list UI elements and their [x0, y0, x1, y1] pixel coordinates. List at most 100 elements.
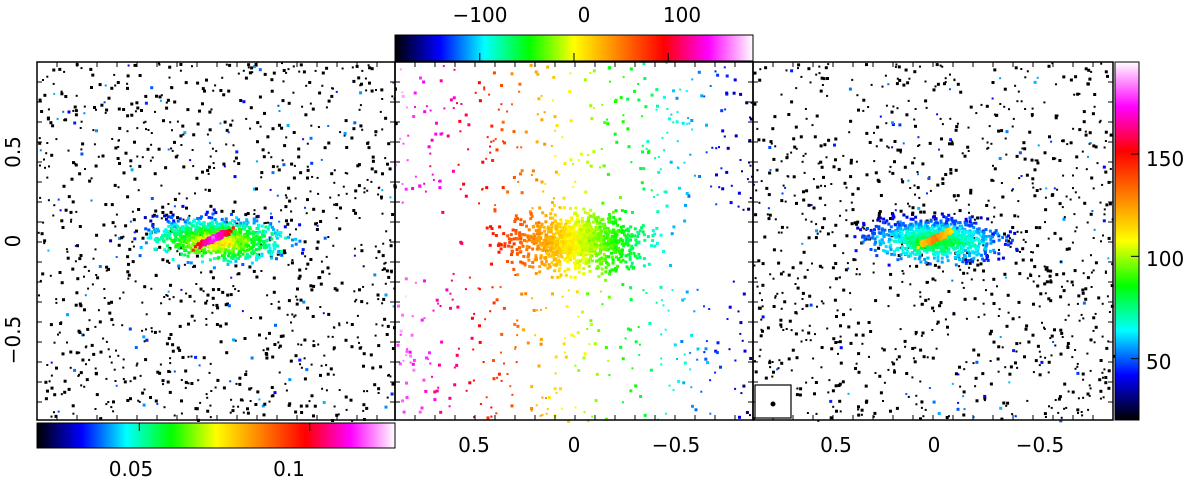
emission-pixel [232, 285, 235, 288]
emission-pixel [161, 211, 165, 214]
emission-pixel [578, 259, 582, 263]
emission-pixel [226, 302, 229, 306]
emission-pixel [492, 71, 496, 75]
emission-pixel [211, 276, 215, 280]
emission-pixel [494, 210, 497, 213]
emission-pixel [166, 98, 170, 102]
emission-pixel [506, 373, 509, 375]
emission-pixel [256, 121, 260, 125]
emission-pixel [485, 226, 489, 230]
emission-pixel [234, 288, 237, 291]
emission-pixel [310, 124, 313, 127]
emission-pixel [268, 246, 272, 250]
emission-pixel [185, 220, 189, 224]
emission-pixel [643, 238, 647, 242]
emission-pixel [358, 288, 361, 292]
emission-pixel [288, 378, 292, 382]
emission-pixel [116, 157, 120, 160]
emission-pixel [131, 210, 134, 213]
emission-pixel [577, 220, 581, 224]
emission-pixel [663, 149, 666, 152]
emission-pixel [158, 245, 162, 249]
emission-pixel [173, 414, 176, 417]
emission-pixel [325, 389, 328, 392]
emission-pixel [225, 230, 229, 234]
emission-pixel [540, 308, 542, 311]
emission-pixel [460, 241, 464, 245]
emission-pixel [634, 384, 638, 388]
emission-pixel [221, 224, 225, 228]
emission-pixel [607, 242, 611, 246]
emission-pixel [246, 256, 250, 260]
emission-pixel [655, 301, 658, 304]
emission-pixel [527, 238, 531, 242]
emission-pixel [138, 254, 142, 258]
emission-pixel [553, 257, 557, 261]
emission-pixel [656, 104, 659, 108]
emission-pixel [109, 239, 113, 243]
emission-pixel [517, 180, 520, 183]
emission-pixel [593, 216, 597, 220]
emission-pixel [449, 306, 452, 310]
emission-pixel [252, 241, 256, 245]
emission-pixel [230, 276, 233, 279]
emission-pixel [509, 233, 513, 237]
emission-pixel [55, 138, 58, 141]
emission-pixel [230, 398, 233, 401]
emission-pixel [179, 69, 182, 72]
emission-pixel [511, 393, 514, 396]
panel-middle-ticks [394, 61, 753, 420]
emission-pixel [602, 252, 606, 256]
emission-pixel [581, 253, 585, 257]
emission-pixel [75, 210, 78, 213]
emission-pixel [709, 379, 712, 382]
emission-pixel [398, 362, 402, 366]
emission-pixel [366, 178, 369, 181]
emission-pixel [587, 154, 590, 157]
emission-pixel [589, 256, 592, 260]
emission-pixel [256, 140, 259, 144]
emission-pixel [203, 243, 207, 247]
emission-pixel [157, 229, 161, 233]
emission-pixel [206, 222, 210, 226]
emission-pixel [271, 250, 275, 254]
emission-pixel [572, 163, 575, 165]
emission-pixel [168, 236, 172, 240]
emission-pixel [623, 210, 627, 213]
emission-pixel [218, 225, 222, 229]
emission-pixel [621, 224, 625, 228]
emission-pixel [260, 224, 264, 228]
emission-pixel [192, 242, 196, 246]
emission-pixel [301, 251, 304, 255]
emission-pixel [231, 241, 234, 245]
emission-pixel [110, 361, 113, 364]
emission-pixel [248, 255, 252, 259]
emission-pixel [305, 368, 309, 372]
emission-pixel [540, 222, 544, 226]
emission-pixel [585, 230, 589, 234]
emission-pixel [582, 207, 586, 211]
emission-pixel [586, 328, 589, 330]
emission-pixel [233, 228, 237, 232]
emission-pixel [629, 298, 633, 302]
emission-pixel [696, 358, 699, 361]
emission-pixel [448, 405, 451, 408]
emission-pixel [276, 244, 280, 248]
emission-pixel [58, 67, 62, 71]
emission-pixel [683, 219, 687, 223]
emission-pixel [326, 266, 330, 270]
emission-pixel [101, 154, 105, 158]
emission-pixel [76, 277, 80, 281]
emission-pixel [74, 260, 77, 263]
emission-pixel [149, 396, 152, 399]
emission-pixel [223, 165, 226, 168]
emission-pixel [176, 219, 180, 223]
emission-pixel [224, 217, 228, 221]
emission-pixel [252, 236, 256, 240]
emission-pixel [275, 257, 278, 261]
emission-pixel [387, 142, 391, 146]
emission-pixel [214, 245, 218, 249]
emission-pixel [231, 254, 235, 257]
emission-pixel [237, 72, 240, 75]
emission-pixel [39, 149, 42, 152]
